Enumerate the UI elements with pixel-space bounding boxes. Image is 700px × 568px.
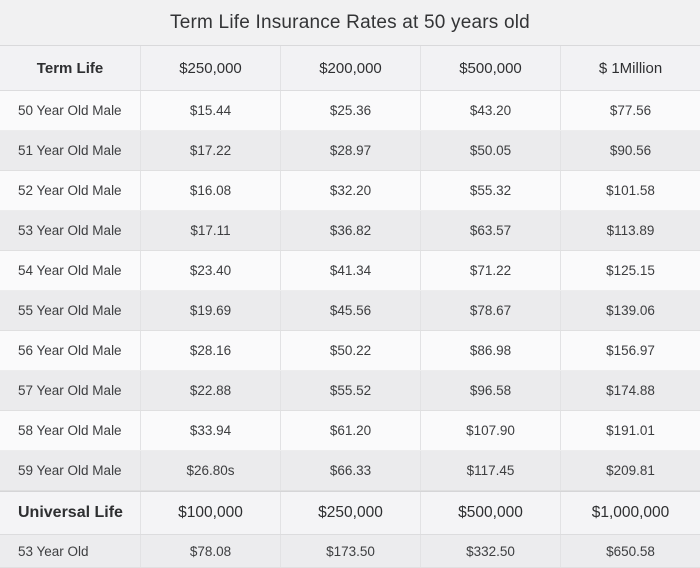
universal-life-header-row: Universal Life $100,000 $250,000 $500,00… bbox=[0, 491, 700, 535]
rate-cell: $25.36 bbox=[280, 91, 420, 130]
row-label: 56 Year Old Male bbox=[18, 343, 122, 358]
table-row: 55 Year Old Male $19.69 $45.56 $78.67 $1… bbox=[0, 291, 700, 331]
row-label: 50 Year Old Male bbox=[18, 103, 122, 118]
rate-cell: $36.82 bbox=[280, 211, 420, 250]
table-row: 57 Year Old Male $22.88 $55.52 $96.58 $1… bbox=[0, 371, 700, 411]
rate-cell: $113.89 bbox=[560, 211, 700, 250]
rate-table: Term Life $250,000 $200,000 $500,000 $ 1… bbox=[0, 45, 700, 568]
page-title: Term Life Insurance Rates at 50 years ol… bbox=[170, 11, 530, 33]
universal-col-1: $100,000 bbox=[140, 492, 280, 534]
rate-cell: $117.45 bbox=[420, 451, 560, 490]
table-row: 59 Year Old Male $26.80s $66.33 $117.45 … bbox=[0, 451, 700, 491]
table-row: 53 Year Old Male $17.11 $36.82 $63.57 $1… bbox=[0, 211, 700, 251]
rate-cell: $209.81 bbox=[560, 451, 700, 490]
rate-cell: $33.94 bbox=[140, 411, 280, 450]
rate-cell: $96.58 bbox=[420, 371, 560, 410]
rate-cell: $50.22 bbox=[280, 331, 420, 370]
rate-cell: $71.22 bbox=[420, 251, 560, 290]
row-label: 55 Year Old Male bbox=[18, 303, 122, 318]
rate-cell: $45.56 bbox=[280, 291, 420, 330]
table-row: 50 Year Old Male $15.44 $25.36 $43.20 $7… bbox=[0, 91, 700, 131]
rate-cell: $23.40 bbox=[140, 251, 280, 290]
rate-cell: $28.16 bbox=[140, 331, 280, 370]
rate-cell: $78.67 bbox=[420, 291, 560, 330]
rate-cell: $101.58 bbox=[560, 171, 700, 210]
rate-cell: $32.20 bbox=[280, 171, 420, 210]
rate-cell: $19.69 bbox=[140, 291, 280, 330]
table-row: 56 Year Old Male $28.16 $50.22 $86.98 $1… bbox=[0, 331, 700, 371]
rate-cell: $16.08 bbox=[140, 171, 280, 210]
table-row: 53 Year Old $78.08 $173.50 $332.50 $650.… bbox=[0, 535, 700, 568]
rate-cell: $77.56 bbox=[560, 91, 700, 130]
row-label: 57 Year Old Male bbox=[18, 383, 122, 398]
rate-cell: $156.97 bbox=[560, 331, 700, 370]
header-col-3: $500,000 bbox=[420, 46, 560, 90]
universal-col-2: $250,000 bbox=[280, 492, 420, 534]
header-universal-life: Universal Life bbox=[18, 504, 123, 521]
table-row: 54 Year Old Male $23.40 $41.34 $71.22 $1… bbox=[0, 251, 700, 291]
rate-cell: $139.06 bbox=[560, 291, 700, 330]
table-row: 52 Year Old Male $16.08 $32.20 $55.32 $1… bbox=[0, 171, 700, 211]
rate-cell: $107.90 bbox=[420, 411, 560, 450]
rate-cell: $332.50 bbox=[420, 535, 560, 567]
universal-col-4: $1,000,000 bbox=[560, 492, 700, 534]
table-header-row: Term Life $250,000 $200,000 $500,000 $ 1… bbox=[0, 46, 700, 91]
rate-cell: $15.44 bbox=[140, 91, 280, 130]
rate-cell: $191.01 bbox=[560, 411, 700, 450]
header-col-1: $250,000 bbox=[140, 46, 280, 90]
row-label: 58 Year Old Male bbox=[18, 423, 122, 438]
rate-cell: $22.88 bbox=[140, 371, 280, 410]
table-row: 51 Year Old Male $17.22 $28.97 $50.05 $9… bbox=[0, 131, 700, 171]
rate-cell: $28.97 bbox=[280, 131, 420, 170]
rate-cell: $86.98 bbox=[420, 331, 560, 370]
table-row: 58 Year Old Male $33.94 $61.20 $107.90 $… bbox=[0, 411, 700, 451]
header-col-2: $200,000 bbox=[280, 46, 420, 90]
rate-cell: $50.05 bbox=[420, 131, 560, 170]
row-label: 51 Year Old Male bbox=[18, 143, 122, 158]
rate-cell: $173.50 bbox=[280, 535, 420, 567]
rate-cell: $17.22 bbox=[140, 131, 280, 170]
rate-cell: $174.88 bbox=[560, 371, 700, 410]
rate-cell: $41.34 bbox=[280, 251, 420, 290]
rate-cell: $61.20 bbox=[280, 411, 420, 450]
row-label: 59 Year Old Male bbox=[18, 463, 122, 478]
rate-cell: $55.52 bbox=[280, 371, 420, 410]
rate-cell: $78.08 bbox=[140, 535, 280, 567]
rate-cell: $66.33 bbox=[280, 451, 420, 490]
rate-cell: $90.56 bbox=[560, 131, 700, 170]
rate-cell: $650.58 bbox=[560, 535, 700, 567]
rate-cell: $125.15 bbox=[560, 251, 700, 290]
row-label: 53 Year Old bbox=[18, 543, 89, 559]
rate-cell: $17.11 bbox=[140, 211, 280, 250]
row-label: 53 Year Old Male bbox=[18, 223, 122, 238]
header-term-life: Term Life bbox=[36, 59, 104, 77]
row-label: 52 Year Old Male bbox=[18, 183, 122, 198]
rate-cell: $43.20 bbox=[420, 91, 560, 130]
rate-cell: $55.32 bbox=[420, 171, 560, 210]
row-label: 54 Year Old Male bbox=[18, 263, 122, 278]
rate-cell: $63.57 bbox=[420, 211, 560, 250]
universal-col-3: $500,000 bbox=[420, 492, 560, 534]
header-col-4: $ 1Million bbox=[560, 46, 700, 90]
title-band: Term Life Insurance Rates at 50 years ol… bbox=[0, 0, 700, 45]
rate-cell: $26.80s bbox=[140, 451, 280, 490]
